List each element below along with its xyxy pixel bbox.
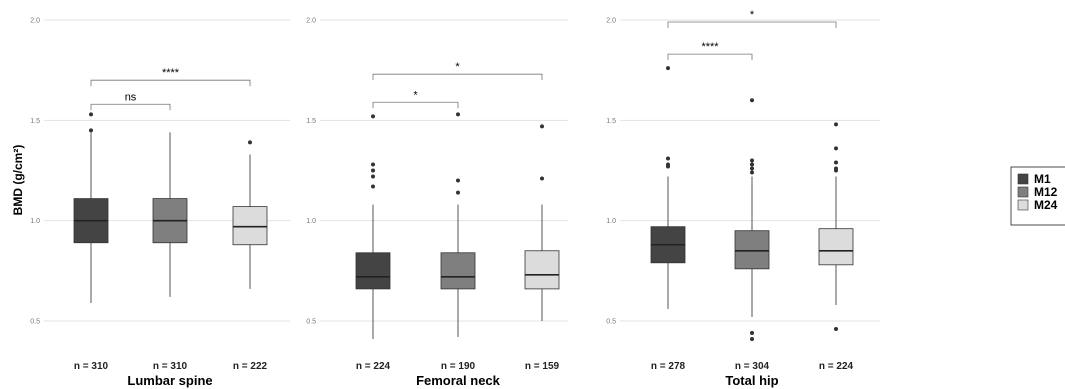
bracket-line — [90, 79, 251, 87]
outlier-point — [750, 98, 754, 103]
panels-group: 0.5 1.0 1.5 2.0 n = 310 n = 310 n = 222 ns **** L… — [30, 9, 880, 388]
n-count-label: n = 224 — [819, 361, 854, 372]
legend-label-m24: M24 — [1034, 198, 1058, 212]
outlier-point — [371, 168, 375, 173]
outlier-point — [750, 158, 754, 163]
outlier-point — [89, 128, 93, 133]
significance-bracket: **** — [90, 67, 251, 87]
n-count-label: n = 222 — [233, 361, 268, 372]
legend-label-m12: M12 — [1034, 185, 1058, 199]
y-axis-label: BMD (g/cm²) — [11, 145, 25, 216]
box-iqr — [734, 230, 770, 270]
y-tick-label: 1.0 — [306, 218, 316, 225]
bracket-line — [90, 103, 171, 111]
box-m1 — [355, 114, 391, 340]
significance-label: **** — [162, 67, 180, 79]
outlier-point — [834, 327, 838, 332]
panel-total-hip: 0.51.01.52.0n = 278 n = 304 n = 224*****To… — [606, 9, 880, 388]
y-tick-label: 1.0 — [30, 218, 40, 225]
y-tick-label: 0.5 — [606, 319, 616, 326]
outlier-point — [456, 178, 460, 183]
outlier-point — [540, 176, 544, 181]
legend-swatch-m12 — [1017, 186, 1029, 198]
significance-bracket: * — [372, 89, 459, 109]
legend-swatch-m24 — [1017, 199, 1029, 211]
significance-bracket: * — [372, 61, 543, 81]
outlier-point — [371, 162, 375, 167]
significance-label: **** — [701, 41, 719, 53]
outlier-point — [89, 112, 93, 117]
outlier-point — [456, 112, 460, 117]
outlier-point — [371, 114, 375, 119]
n-count-label: n = 278 — [651, 361, 686, 372]
box-iqr — [355, 252, 391, 290]
legend-swatch-m1 — [1017, 173, 1029, 185]
bracket-line — [372, 101, 459, 109]
panel-title: Femoral neck — [416, 373, 501, 388]
outlier-point — [750, 170, 754, 175]
outlier-point — [371, 174, 375, 179]
outlier-point — [834, 160, 838, 165]
panel-title: Total hip — [725, 373, 778, 388]
outlier-point — [750, 162, 754, 167]
outlier-point — [834, 146, 838, 151]
significance-bracket: **** — [667, 41, 753, 61]
significance-bracket: * — [667, 9, 837, 29]
n-count-label: n = 304 — [735, 361, 770, 372]
box-m1 — [650, 66, 686, 309]
box-iqr — [524, 250, 560, 290]
box-m24 — [524, 124, 560, 321]
box-iqr — [440, 252, 476, 290]
outlier-point — [666, 156, 670, 161]
significance-label: * — [455, 61, 460, 73]
outlier-point — [834, 166, 838, 171]
box-m12 — [440, 112, 476, 338]
y-tick-label: 1.5 — [306, 118, 316, 125]
bracket-line — [372, 73, 543, 81]
outlier-point — [750, 337, 754, 342]
y-tick-label: 1.5 — [606, 118, 616, 125]
outlier-point — [371, 184, 375, 189]
bracket-line — [667, 53, 753, 61]
outlier-point — [666, 66, 670, 71]
y-tick-label: 1.0 — [606, 218, 616, 225]
box-m12 — [734, 98, 770, 342]
box-iqr — [232, 206, 268, 246]
significance-label: * — [750, 9, 755, 21]
outlier-point — [666, 162, 670, 167]
y-tick-label: 2.0 — [606, 18, 616, 25]
n-count-label: n = 190 — [441, 361, 476, 372]
outlier-point — [834, 122, 838, 127]
panel-femoral-neck: 0.5 1.0 1.5 2.0 n = 224 n = 190 n = 159 * * Femor… — [306, 18, 568, 388]
outlier-point — [456, 190, 460, 195]
n-count-label: n = 310 — [153, 361, 188, 372]
box-m24 — [232, 140, 268, 289]
y-tick-label: 1.5 — [30, 118, 40, 125]
outlier-point — [750, 331, 754, 336]
y-tick-label: 0.5 — [306, 319, 316, 326]
box-iqr — [818, 228, 854, 266]
y-tick-label: 2.0 — [306, 18, 316, 25]
panel-lumbar-spine: 0.5 1.0 1.5 2.0 n = 310 n = 310 n = 222 ns **** L… — [30, 18, 290, 388]
y-tick-label: 0.5 — [30, 319, 40, 326]
legend-label-m1: M1 — [1034, 172, 1051, 186]
outlier-point — [248, 140, 252, 145]
significance-label: * — [413, 89, 418, 101]
n-count-label: n = 159 — [525, 361, 560, 372]
outlier-point — [540, 124, 544, 129]
box-m24 — [818, 122, 854, 332]
significance-label: ns — [125, 91, 137, 103]
panel-title: Lumbar spine — [127, 373, 212, 388]
significance-bracket: ns — [90, 91, 171, 111]
n-count-label: n = 224 — [356, 361, 391, 372]
outlier-point — [750, 166, 754, 171]
y-tick-label: 2.0 — [30, 18, 40, 25]
box-m12 — [152, 132, 188, 297]
bracket-line — [667, 21, 837, 29]
box-m1 — [73, 112, 109, 303]
n-count-label: n = 310 — [74, 361, 109, 372]
